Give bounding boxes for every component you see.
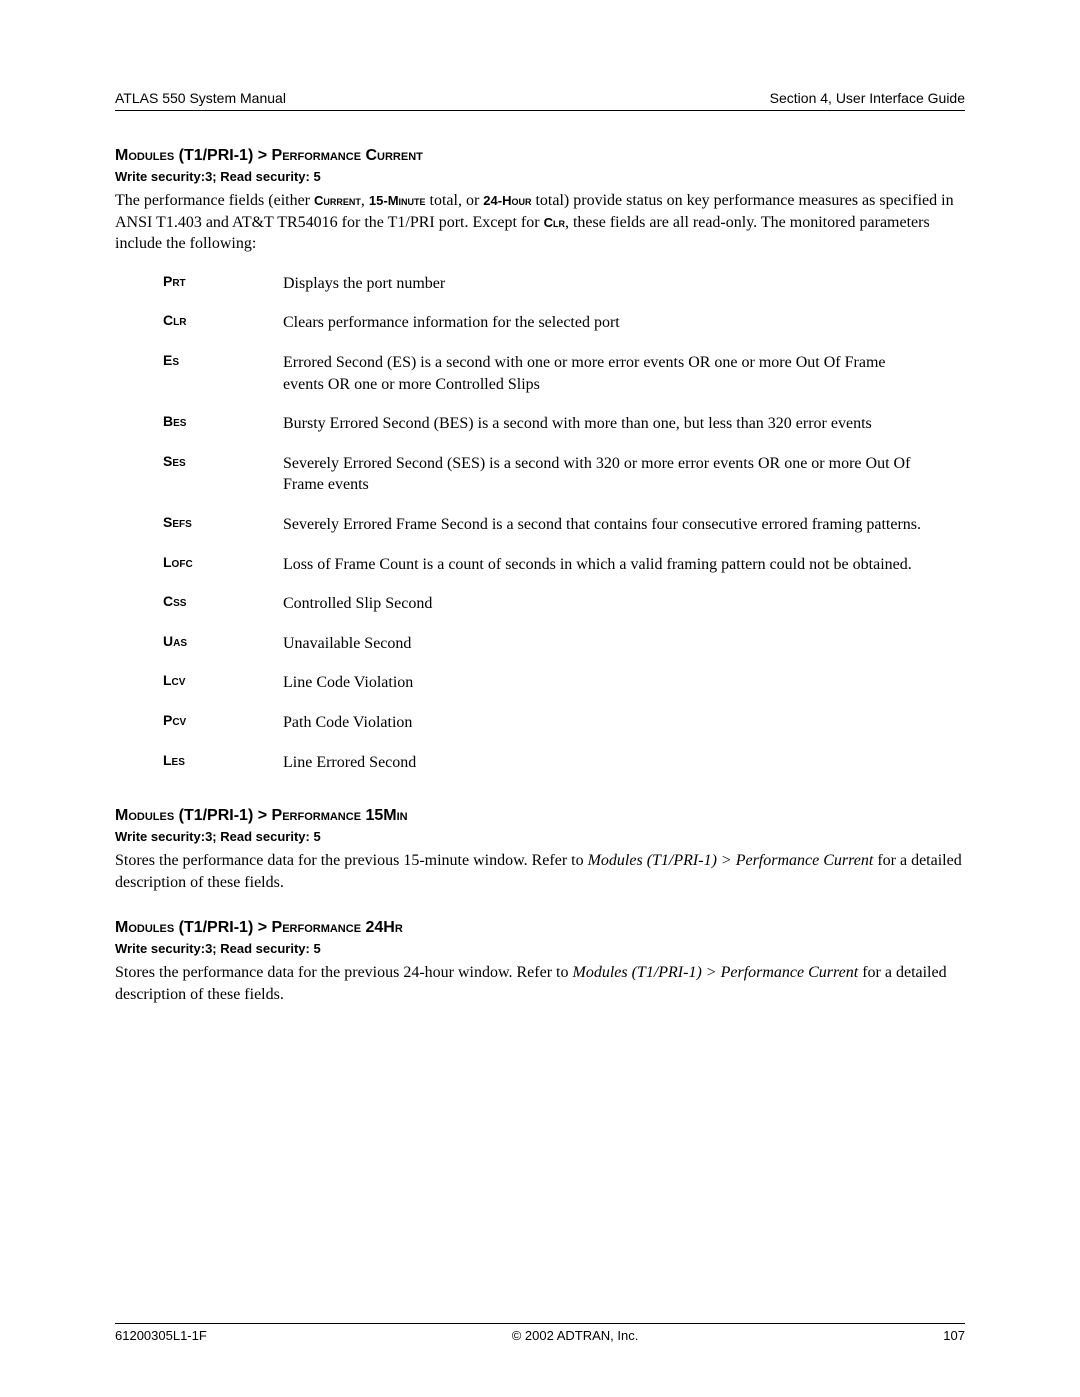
body-ref: Modules (T1/PRI-1) > Performance Current: [572, 964, 858, 981]
footer-left: 61200305L1-1F: [115, 1328, 207, 1343]
param-label: Lofc: [163, 554, 283, 570]
param-desc: Clears performance information for the s…: [283, 312, 620, 334]
body-paragraph: Stores the performance data for the prev…: [115, 962, 965, 1005]
param-desc: Errored Second (ES) is a second with one…: [283, 352, 923, 395]
kw-24hr: 24-Hour: [483, 193, 531, 208]
intro-paragraph: The performance fields (either Current, …: [115, 190, 965, 255]
param-label: Ses: [163, 453, 283, 469]
body-text: Stores the performance data for the prev…: [115, 964, 572, 981]
intro-text: total, or: [426, 192, 484, 209]
param-desc: Controlled Slip Second: [283, 593, 432, 615]
body-ref: Modules (T1/PRI-1) > Performance Current: [588, 852, 874, 869]
param-label: Lcv: [163, 672, 283, 688]
header-rule: [115, 110, 965, 111]
body-text: Stores the performance data for the prev…: [115, 852, 588, 869]
section-heading: Modules (T1/PRI-1) > Performance 24Hr: [115, 919, 965, 937]
footer-rule: [115, 1323, 965, 1324]
section-performance-15min: Modules (T1/PRI-1) > Performance 15Min W…: [115, 807, 965, 893]
kw-15min: 15-Minute: [369, 193, 426, 208]
param-row: Lofc Loss of Frame Count is a count of s…: [163, 554, 965, 576]
body-paragraph: Stores the performance data for the prev…: [115, 850, 965, 893]
footer-row: 61200305L1-1F © 2002 ADTRAN, Inc. 107: [115, 1328, 965, 1343]
heading-post: Performance 15Min: [272, 807, 408, 824]
header-left: ATLAS 550 System Manual: [115, 90, 286, 106]
param-desc: Line Code Violation: [283, 672, 413, 694]
param-desc: Severely Errored Frame Second is a secon…: [283, 514, 921, 536]
param-label: Les: [163, 752, 283, 768]
param-label: Prt: [163, 273, 283, 289]
param-row: Uas Unavailable Second: [163, 633, 965, 655]
param-label: Pcv: [163, 712, 283, 728]
param-label: Css: [163, 593, 283, 609]
param-label: Es: [163, 352, 283, 368]
kw-current: Current: [314, 193, 361, 208]
param-desc: Bursty Errored Second (BES) is a second …: [283, 413, 872, 435]
section-heading: Modules (T1/PRI-1) > Performance Current: [115, 147, 965, 165]
intro-text: The performance fields (either: [115, 192, 314, 209]
intro-text: ,: [361, 192, 369, 209]
param-desc: Unavailable Second: [283, 633, 411, 655]
page: ATLAS 550 System Manual Section 4, User …: [0, 0, 1080, 1397]
param-label: Uas: [163, 633, 283, 649]
param-row: Es Errored Second (ES) is a second with …: [163, 352, 965, 395]
section-performance-current: Modules (T1/PRI-1) > Performance Current…: [115, 147, 965, 773]
param-label: Sefs: [163, 514, 283, 530]
footer-right: 107: [943, 1328, 965, 1343]
param-row: Prt Displays the port number: [163, 273, 965, 295]
param-desc: Path Code Violation: [283, 712, 412, 734]
param-desc: Line Errored Second: [283, 752, 416, 774]
heading-pre: Modules (T1/PRI-1) >: [115, 807, 272, 824]
security-line: Write security:3; Read security: 5: [115, 829, 965, 844]
param-desc: Severely Errored Second (SES) is a secon…: [283, 453, 923, 496]
param-row: Ses Severely Errored Second (SES) is a s…: [163, 453, 965, 496]
param-row: Sefs Severely Errored Frame Second is a …: [163, 514, 965, 536]
heading-pre: Modules (T1/PRI-1) >: [115, 919, 272, 936]
security-line: Write security:3; Read security: 5: [115, 169, 965, 184]
parameter-table: Prt Displays the port number Clr Clears …: [163, 273, 965, 773]
heading-post: Performance Current: [272, 147, 423, 164]
heading-pre: Modules (T1/PRI-1) >: [115, 147, 272, 164]
param-row: Les Line Errored Second: [163, 752, 965, 774]
param-row: Pcv Path Code Violation: [163, 712, 965, 734]
page-footer: 61200305L1-1F © 2002 ADTRAN, Inc. 107: [115, 1323, 965, 1343]
footer-center: © 2002 ADTRAN, Inc.: [512, 1328, 639, 1343]
param-label: Bes: [163, 413, 283, 429]
param-row: Bes Bursty Errored Second (BES) is a sec…: [163, 413, 965, 435]
param-desc: Displays the port number: [283, 273, 445, 295]
kw-clr: Clr: [544, 215, 565, 230]
param-row: Clr Clears performance information for t…: [163, 312, 965, 334]
page-header: ATLAS 550 System Manual Section 4, User …: [115, 90, 965, 110]
heading-post: Performance 24Hr: [272, 919, 403, 936]
param-row: Lcv Line Code Violation: [163, 672, 965, 694]
param-desc: Loss of Frame Count is a count of second…: [283, 554, 912, 576]
section-heading: Modules (T1/PRI-1) > Performance 15Min: [115, 807, 965, 825]
section-performance-24hr: Modules (T1/PRI-1) > Performance 24Hr Wr…: [115, 919, 965, 1005]
security-line: Write security:3; Read security: 5: [115, 941, 965, 956]
param-label: Clr: [163, 312, 283, 328]
param-row: Css Controlled Slip Second: [163, 593, 965, 615]
header-right: Section 4, User Interface Guide: [770, 90, 965, 106]
